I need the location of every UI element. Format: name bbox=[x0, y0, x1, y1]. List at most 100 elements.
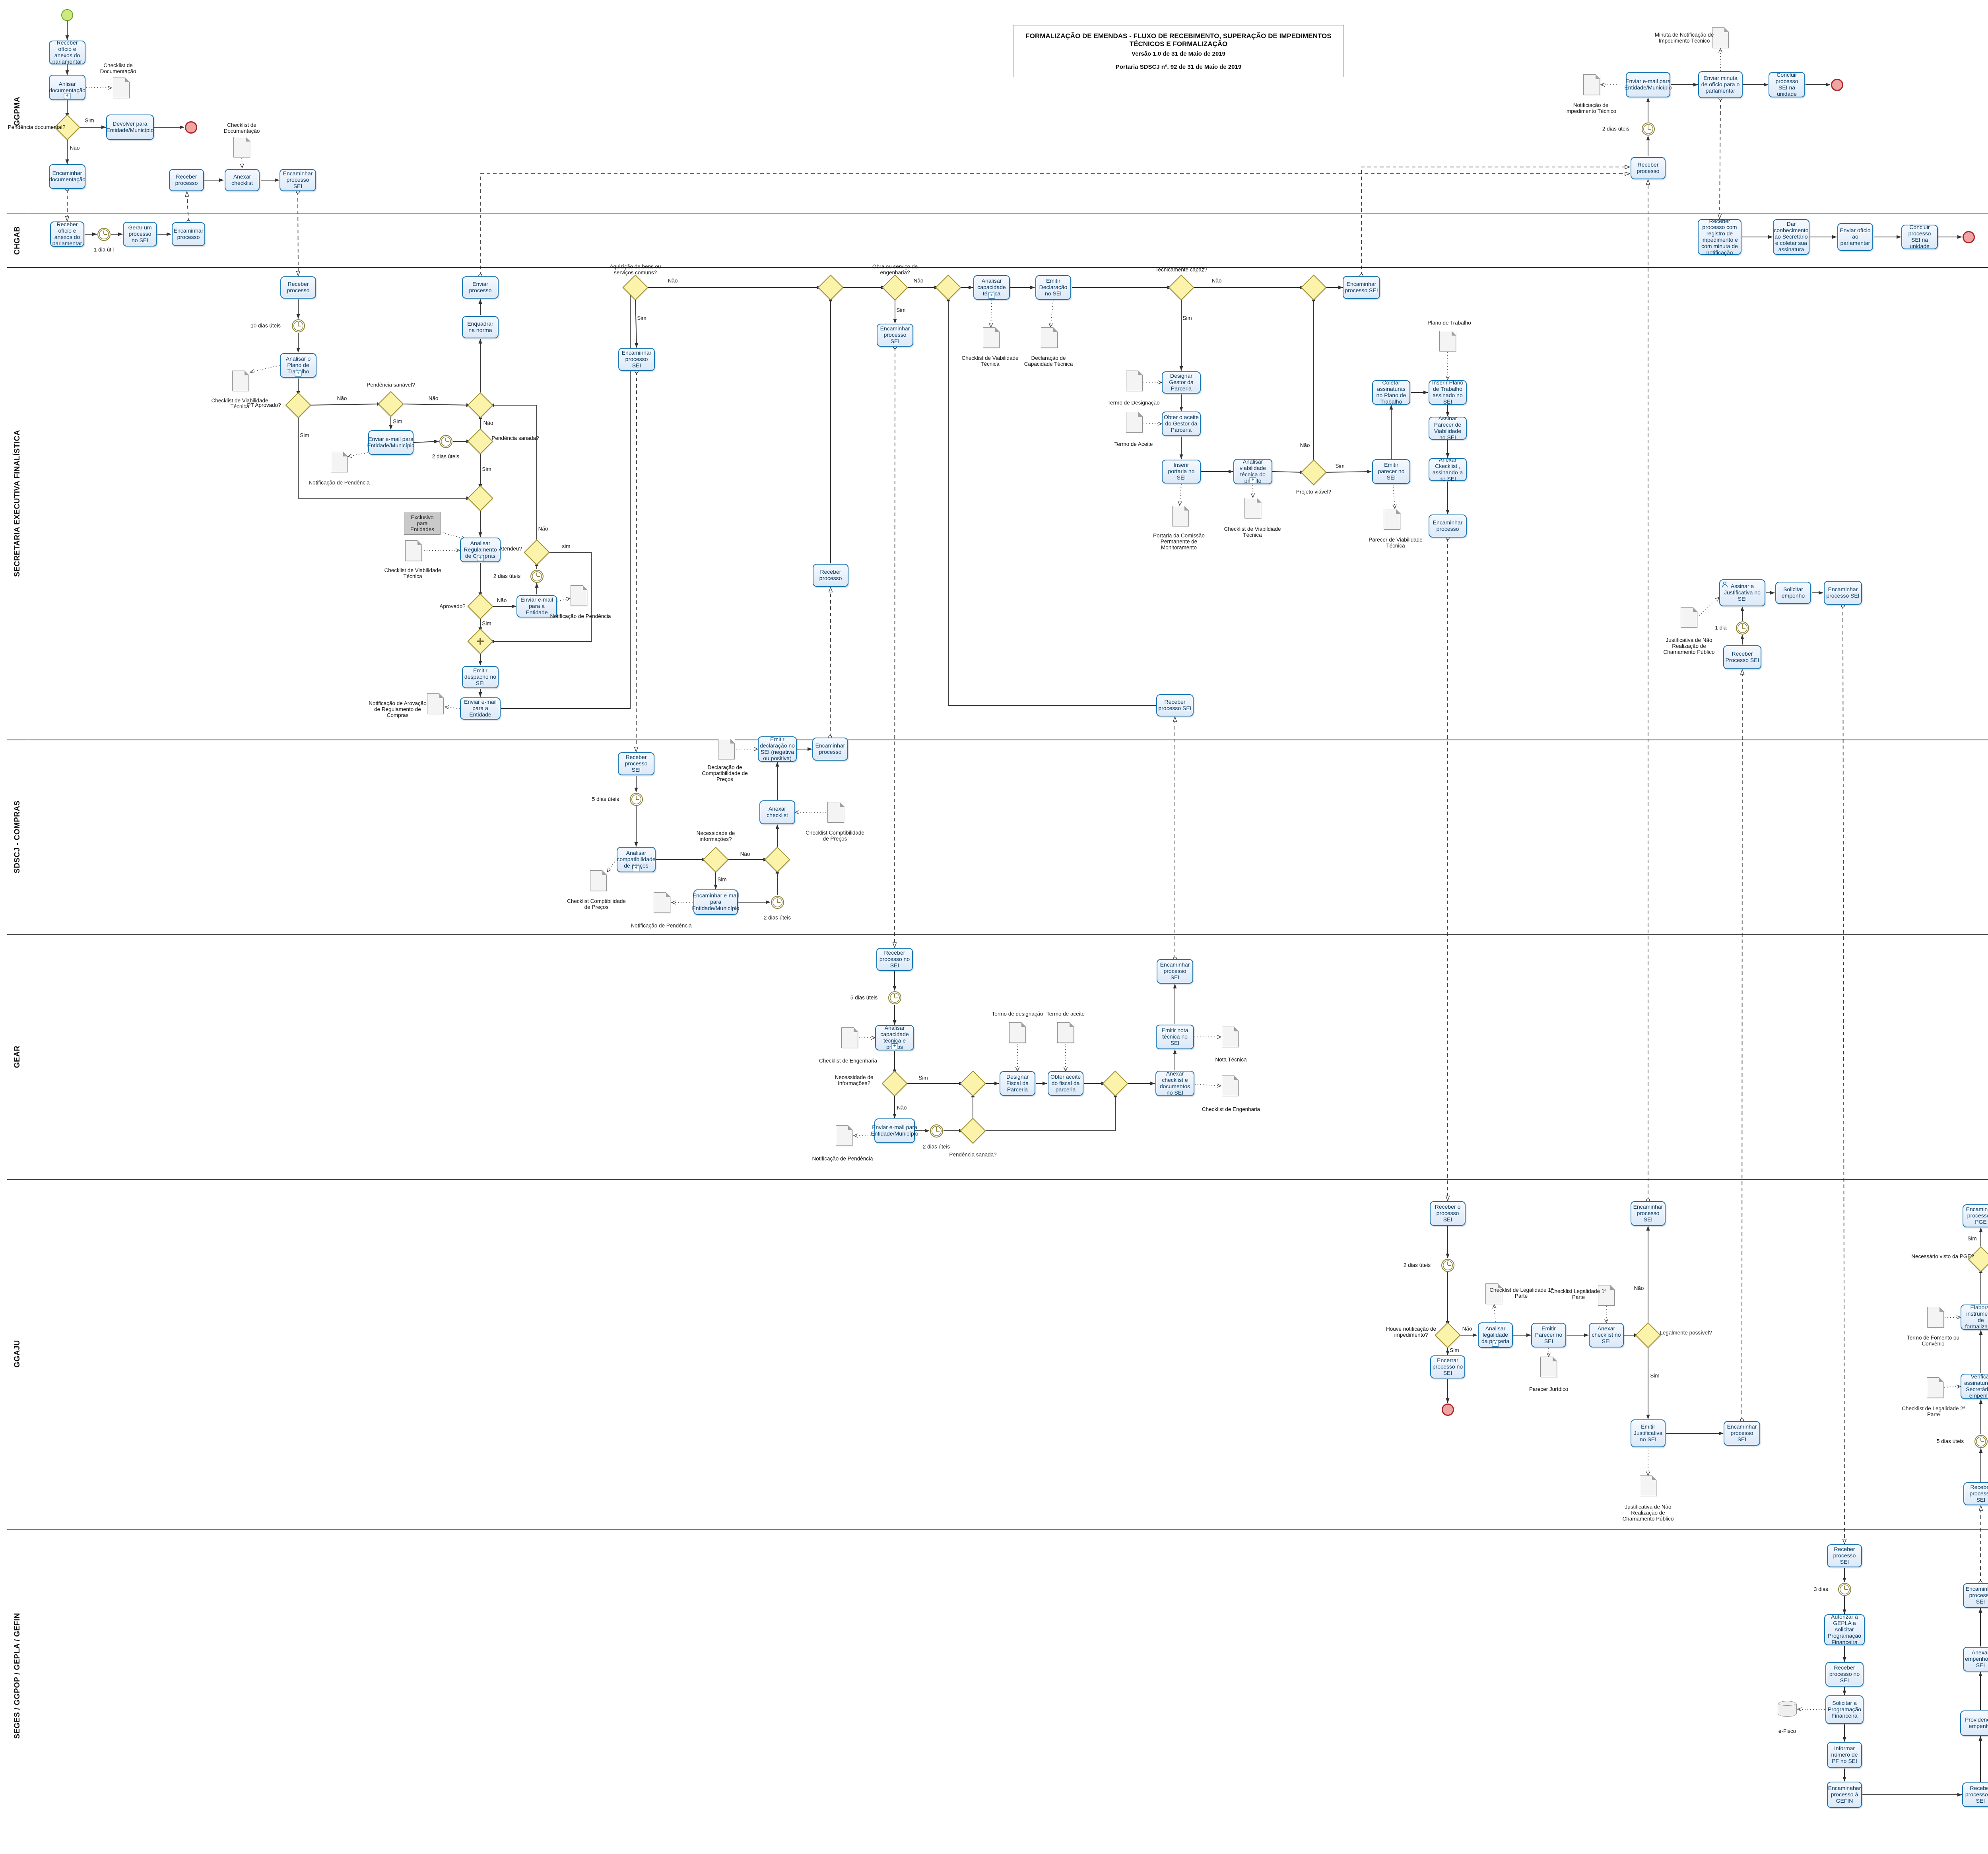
task-label: Anexar checklist bbox=[231, 173, 253, 186]
label-checklist-de-viabildiade-tecnica: Checklist de Viabildiade Técnica bbox=[1224, 526, 1281, 538]
label-5-dias-uteis: 5 dias úteis bbox=[1936, 1438, 1964, 1444]
document-icon-portaria-da-comissao-permanente-de-monitor bbox=[1172, 505, 1189, 526]
task-encaminhar-processo-sei: Encaminhar processo SEI bbox=[1157, 959, 1193, 984]
task-providenciar-empenho: Providenciar empenho bbox=[1960, 1710, 1988, 1736]
document-icon-checklist-comptibilidade-de-precos bbox=[590, 870, 607, 891]
task-label: Encaminhar processo bbox=[815, 742, 845, 755]
task-receber-processo: Receber processo bbox=[280, 276, 316, 299]
task-label: Receber processo SEI bbox=[1833, 1546, 1856, 1565]
label-checklist-comptibilidade-de-precos: Checklist Comptibilidade de Preços bbox=[806, 829, 864, 842]
end-event-icon bbox=[1962, 231, 1975, 243]
task-label: Receber processo no SEI bbox=[1965, 1785, 1988, 1804]
task-label: Concluir processo SEI na unidade bbox=[1908, 224, 1931, 249]
task-analisar-o-plano-de-trabalho: Analisar o Plano de Trabalho+ bbox=[280, 353, 316, 378]
task-label: Designar Gestor da Parceria bbox=[1169, 373, 1194, 392]
task-label: Enviar ofício ao parlamentar bbox=[1840, 227, 1871, 246]
task-informar-numero-de-pf-no-sei: Informar número de PF no SEI bbox=[1827, 1742, 1862, 1768]
task-label: Encaminahar processo à GEFIN bbox=[1828, 1785, 1861, 1804]
task-obter-aceite-do-fiscal-da-parceria: Obter aceite do fiscal da parceria bbox=[1048, 1071, 1083, 1096]
timer-event-icon bbox=[1736, 621, 1749, 635]
task-enviar-e-mail-para-a-entidade: Enviar e-mail para a Entidade bbox=[516, 595, 557, 617]
task-emitir-nota-tecnica-no-sei: Emitir nota técnica no SEI bbox=[1156, 1025, 1194, 1049]
task-label: Solicitar a Programação Financeira bbox=[1827, 1700, 1862, 1719]
task-label: Inserir portaria no SEI bbox=[1168, 462, 1195, 481]
document-icon-termo-de-aceite bbox=[1126, 412, 1143, 433]
task-analisar-regulamento-de-compras: Analisar Regulamento de Compras + bbox=[460, 538, 501, 562]
task-label: Emitir Justificativa no SEI bbox=[1633, 1423, 1663, 1442]
lane-divider bbox=[7, 267, 1988, 268]
user-icon bbox=[1722, 581, 1728, 588]
flow-label-sim: Sim bbox=[482, 466, 491, 472]
task-encaminhar-processo-sei: Encaminhar processo SEI bbox=[1824, 581, 1862, 605]
label-2-dias-uteis: 2 dias úteis bbox=[763, 914, 791, 921]
label-justificativa-de-nao-realizacao-de-chamame: Justificativa de Não Realização de Chama… bbox=[1663, 637, 1715, 655]
subprocess-plus-icon: + bbox=[1492, 1341, 1499, 1347]
task-anlisar-documentacao: Anlisar documentação + bbox=[49, 75, 85, 100]
task-encaminhar-processo-a-pge: Encaminhar processo à PGE bbox=[1963, 1204, 1988, 1227]
task-label: Solicitar empenho bbox=[1781, 586, 1805, 599]
timer-event-icon bbox=[1838, 1582, 1851, 1596]
subprocess-plus-icon: + bbox=[988, 293, 995, 299]
task-label: Emitir Parecer no SEI bbox=[1535, 1325, 1563, 1344]
document-icon-checklist-de-viabilidade-tecnica bbox=[405, 540, 422, 561]
label-pt-aprovado: PT Aprovado? bbox=[247, 402, 281, 408]
subprocess-plus-icon: + bbox=[891, 1043, 898, 1049]
task-label: Emitir declaração no SEI (negativa ou po… bbox=[760, 736, 795, 761]
lane-divider bbox=[7, 934, 1988, 935]
label-aprovado: Aprovado? bbox=[439, 603, 466, 610]
task-obter-o-aceite-do-gestor-da-parceria: Obter o aceite do Gestor da Parceria bbox=[1162, 412, 1201, 436]
task-receber-processo: Receber processo bbox=[169, 169, 204, 191]
flow-label-sim: Sim bbox=[1967, 1235, 1977, 1242]
task-label: Receber processo SEI bbox=[625, 754, 648, 773]
task-enviar-oficio-ao-parlamentar: Enviar ofício ao parlamentar bbox=[1837, 223, 1873, 251]
label-checklist-de-viabilidade-tecnica: Checklist de Viabilidade Técnica bbox=[961, 355, 1019, 367]
diagram-version: Versão 1.0 de 31 de Maio de 2019 bbox=[1132, 50, 1225, 57]
flow-label-sim: Sim bbox=[482, 620, 491, 627]
document-icon-parecer-de-viabilidade-tecnica bbox=[1384, 509, 1401, 530]
label-obra-ou-servico-de-engenharia: Obra ou serviço de engenharia? bbox=[872, 263, 918, 276]
task-label: Assinar Parecer de Viabilidade no SEI bbox=[1434, 415, 1462, 441]
task-label: Anexar Ckecklist , assinando-a no SEI bbox=[1432, 456, 1463, 482]
document-icon-parecer-juridico bbox=[1540, 1356, 1557, 1377]
timer-event-icon bbox=[97, 227, 111, 241]
document-icon-checklist-legalidade-1-parte bbox=[1598, 1285, 1615, 1306]
task-label: Receber ofício e anexos do parlamentar bbox=[52, 221, 82, 247]
label-aquisicao-de-bens-ou-servicos-comuns: Aquisição de bens ou serviços comuns? bbox=[610, 263, 661, 276]
flow-label-nao: Não bbox=[913, 278, 924, 284]
task-label: Informar número de PF no SEI bbox=[1831, 1745, 1858, 1764]
task-label: Dar conhecimento ao Secretário e coletar… bbox=[1774, 221, 1809, 252]
flow-label-nao: Não bbox=[1211, 278, 1222, 284]
timer-event-icon bbox=[888, 991, 901, 1004]
task-enviar-e-mail-para-entidade-municipio: Enviar e-mail para Entidade/Município bbox=[367, 430, 415, 455]
flow-label-nao: Não bbox=[1300, 442, 1310, 448]
task-receber-processo-com-registro-de-impedimen: Receber processo com registro de impedim… bbox=[1698, 217, 1741, 256]
diagram-title: FORMALIZAÇÃO DE EMENDAS - FLUXO DE RECEB… bbox=[1025, 32, 1332, 48]
label-minuta-de-notificacao-de-impedimento-tecni: Minuta de Notificação de Impedimento Téc… bbox=[1654, 31, 1714, 44]
task-encaminhar-processo-sei: Encaminhar processo SEI bbox=[1343, 276, 1380, 299]
task-label: Elaborar instrumento de formalização bbox=[1965, 1304, 1988, 1330]
task-analisar-compatibilidade-de-precos: Analisar compatibilidade de preços + bbox=[617, 847, 656, 872]
label-3-dias: 3 dias bbox=[1813, 1586, 1829, 1592]
task-elaborar-instrumento-de-formalizacao: Elaborar instrumento de formalização bbox=[1961, 1304, 1988, 1330]
label-tecnicamente-capaz: Tecnicamente capaz? bbox=[1155, 266, 1208, 273]
label-termo-de-aceite: Termo de aceite bbox=[1046, 1011, 1085, 1017]
task-label: Receber processo bbox=[819, 569, 842, 581]
document-icon-checklist-de-legalidade-1-parte bbox=[1485, 1283, 1503, 1304]
timer-event-icon bbox=[629, 792, 643, 806]
task-label: Obter aceite do fiscal da parceria bbox=[1050, 1074, 1081, 1093]
task-label: Coletar assinaturas no Plano de Trabalho bbox=[1376, 379, 1406, 405]
document-icon-notificacao-de-pendencia bbox=[331, 451, 348, 472]
lane-label-seges-ggpop-gepla-gefin: SEGES / GGPOP / GEPLA / GEFIN bbox=[13, 1613, 21, 1739]
flow-label-nao: Não bbox=[483, 420, 493, 426]
flow-label-nao: Não bbox=[1462, 1326, 1472, 1332]
lane-label-sdscj-compras: SDSCJ - COMPRAS bbox=[13, 800, 21, 874]
label-notificacao-de-pendencia: Notificação de Pendência bbox=[631, 922, 692, 929]
task-label: Receber processo com registro de impedim… bbox=[1701, 217, 1738, 256]
flow-label-sim: Sim bbox=[637, 315, 646, 321]
document-icon-termo-de-aceite bbox=[1057, 1022, 1074, 1043]
label-notificacao-de-pendencia: Notificação de Pendência bbox=[550, 613, 611, 619]
task-encaminhar-processo: Encaminhar processo bbox=[1429, 514, 1467, 538]
label-checklist-de-engenharia: Checklist de Engenharia bbox=[1202, 1106, 1260, 1112]
task-label: Analisar capacidade técnica bbox=[977, 278, 1006, 297]
task-label: Enviar e-mail para a Entidade bbox=[520, 596, 553, 615]
